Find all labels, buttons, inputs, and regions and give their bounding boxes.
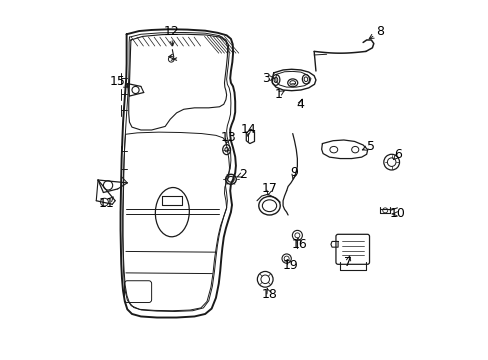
Text: 17: 17 xyxy=(261,183,277,195)
Text: 15: 15 xyxy=(109,75,125,88)
Text: 2: 2 xyxy=(238,168,246,181)
Text: 19: 19 xyxy=(283,259,298,272)
Text: 1: 1 xyxy=(274,88,282,101)
Text: 9: 9 xyxy=(290,166,298,179)
Text: 10: 10 xyxy=(389,207,405,220)
Text: 4: 4 xyxy=(295,99,303,112)
Text: 7: 7 xyxy=(344,256,351,269)
Text: 18: 18 xyxy=(261,288,277,301)
Text: 16: 16 xyxy=(291,238,307,251)
Text: 11: 11 xyxy=(99,197,115,210)
Text: 13: 13 xyxy=(220,131,236,144)
Text: 6: 6 xyxy=(393,148,401,162)
Text: 14: 14 xyxy=(240,123,255,136)
Text: 5: 5 xyxy=(366,140,375,153)
Text: 12: 12 xyxy=(163,25,179,38)
Text: 3: 3 xyxy=(262,72,269,85)
Text: 8: 8 xyxy=(375,25,384,38)
